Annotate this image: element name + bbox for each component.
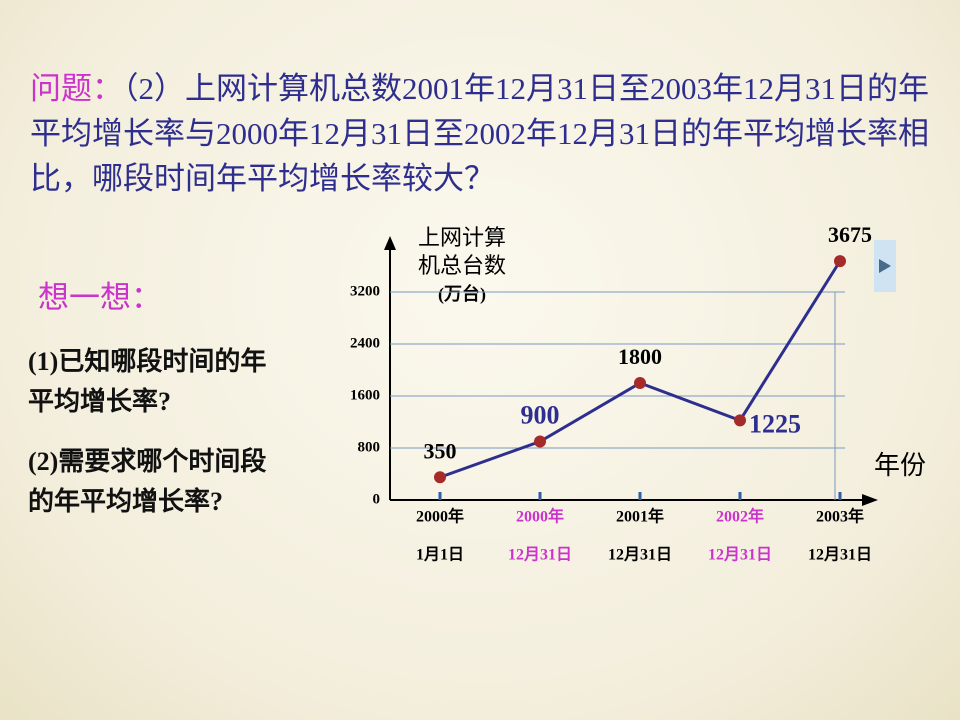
trend-line (439, 260, 842, 479)
y-axis-label: (万台) (438, 283, 486, 305)
x-tick-label: 12月31日 (808, 546, 872, 564)
data-point (734, 414, 746, 427)
x-tick-label: 2002年 (716, 507, 764, 526)
y-tick-label: 0 (373, 491, 381, 507)
x-tick-label: 12月31日 (608, 546, 672, 564)
value-label: 1800 (618, 344, 662, 369)
y-tick-label: 3200 (350, 283, 380, 299)
value-label: 900 (521, 400, 560, 429)
x-tick-label: 2001年 (616, 507, 664, 526)
data-point (434, 471, 446, 484)
hint: (1)已知哪段时间的年平均增长率? (28, 347, 267, 416)
question-text: （2）上网计算机总数2001年12月31日至2003年12月31日的年平均增长率… (30, 71, 929, 196)
value-label: 3675 (828, 222, 872, 247)
y-tick-label: 2400 (350, 335, 380, 351)
data-point (834, 255, 846, 268)
y-axis-label: 上网计算 (418, 225, 506, 250)
data-point (534, 435, 546, 448)
value-label: 1225 (749, 409, 801, 438)
question: 问题：（2）上网计算机总数2001年12月31日至2003年12月31日的年平均… (30, 66, 930, 201)
x-tick-label: 12月31日 (708, 546, 772, 564)
question-label: 问题： (30, 71, 123, 106)
value-label: 350 (424, 438, 457, 463)
play-icon (879, 259, 891, 273)
y-tick-label: 1600 (350, 387, 380, 403)
think-label: 想一想： (38, 280, 162, 315)
x-tick-label: 1月1日 (416, 546, 464, 564)
y-tick-label: 800 (358, 439, 381, 455)
x-tick-label: 2003年 (816, 507, 864, 526)
x-arrow (862, 494, 878, 506)
y-axis-label: 机总台数 (418, 253, 506, 278)
x-tick-label: 2000年 (416, 507, 464, 526)
data-point (634, 377, 646, 389)
x-tick-label: 2000年 (516, 507, 564, 526)
hint: (2)需要求哪个时间段的年平均增长率? (28, 447, 267, 516)
y-arrow (384, 236, 396, 250)
x-axis-label: 年份 (874, 451, 926, 480)
x-tick-label: 12月31日 (508, 546, 572, 564)
